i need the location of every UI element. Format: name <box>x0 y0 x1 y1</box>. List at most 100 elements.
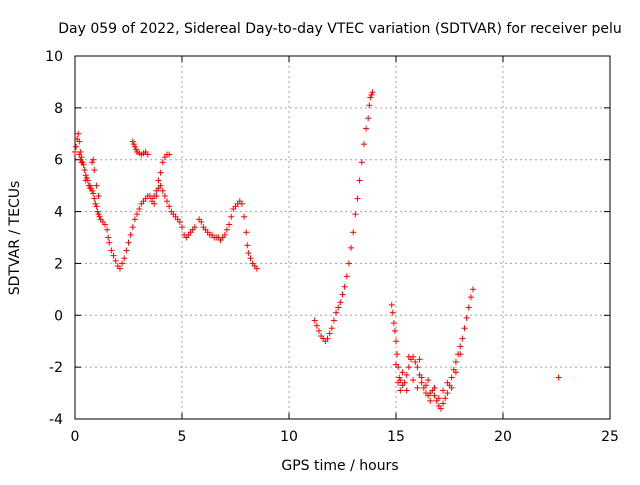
data-point <box>363 125 370 132</box>
data-point <box>82 177 89 184</box>
data-point <box>470 286 477 293</box>
data-point <box>159 187 166 194</box>
data-point <box>343 273 350 280</box>
data-point <box>91 195 98 202</box>
data-point <box>348 244 355 251</box>
data-point <box>93 203 100 210</box>
data-point <box>159 159 166 166</box>
data-point <box>93 182 100 189</box>
data-point <box>356 177 363 184</box>
data-point <box>388 301 395 308</box>
y-tick-label: 8 <box>54 101 63 117</box>
data-point <box>431 392 438 399</box>
data-point <box>313 322 320 329</box>
data-point <box>337 299 344 306</box>
data-point <box>130 141 137 148</box>
data-point <box>104 226 111 233</box>
data-point <box>403 387 410 394</box>
data-point <box>144 151 151 158</box>
data-point <box>418 379 425 386</box>
data-point <box>88 185 95 192</box>
data-point <box>452 369 459 376</box>
data-point <box>132 146 139 153</box>
data-point <box>72 148 78 155</box>
data-point <box>444 379 451 386</box>
data-point <box>221 231 228 238</box>
x-tick-label: 0 <box>71 429 80 445</box>
data-point <box>90 156 97 163</box>
data-point <box>238 200 245 207</box>
tick-layer <box>74 55 611 420</box>
data-point <box>228 213 235 220</box>
data-point <box>166 203 173 210</box>
data-point <box>226 221 233 228</box>
data-point <box>459 335 466 342</box>
y-axis-title: SDTVAR / TECUs <box>7 181 23 296</box>
data-point <box>153 193 160 200</box>
data-point <box>403 371 410 378</box>
data-point <box>77 156 84 163</box>
x-tick-label: 10 <box>280 429 298 445</box>
data-point <box>76 138 83 145</box>
data-point <box>440 400 447 407</box>
data-point <box>393 338 399 345</box>
data-point <box>414 384 421 391</box>
data-point <box>341 283 348 290</box>
data-point <box>311 317 318 324</box>
data-point <box>96 213 103 220</box>
data-point <box>416 356 423 363</box>
data-point <box>448 384 455 391</box>
data-point <box>457 351 464 358</box>
data-point <box>463 314 470 321</box>
data-point <box>440 387 447 394</box>
data-point <box>368 91 375 98</box>
data-point <box>431 384 438 391</box>
data-point <box>315 327 322 334</box>
data-point <box>352 211 359 218</box>
data-point <box>345 260 352 267</box>
data-point <box>333 309 340 316</box>
data-point <box>366 102 373 109</box>
tick-label-layer: 0 5 10 15 20 25 -4 -2 0 2 4 6 8 10 <box>45 49 619 445</box>
data-point <box>81 167 88 174</box>
data-point <box>393 361 399 368</box>
data-point <box>418 374 425 381</box>
data-point <box>360 141 367 148</box>
x-tick-label: 15 <box>387 429 405 445</box>
x-tick-label: 5 <box>178 429 187 445</box>
data-point <box>401 379 408 386</box>
data-point <box>92 200 99 207</box>
data-point <box>412 358 419 365</box>
data-point <box>405 353 412 360</box>
data-point <box>105 234 112 241</box>
data-point <box>136 205 143 212</box>
y-tick-label: 10 <box>45 49 63 65</box>
data-point <box>89 187 96 194</box>
data-point <box>131 143 138 150</box>
plot-frame <box>74 55 611 420</box>
data-point <box>110 252 117 259</box>
data-point <box>179 224 185 231</box>
data-point <box>76 151 83 158</box>
data-point <box>414 364 421 371</box>
data-point <box>390 320 397 327</box>
data-point <box>155 177 162 184</box>
data-point-layer <box>72 89 562 412</box>
data-point <box>75 130 82 137</box>
y-tick-label: 6 <box>54 153 63 169</box>
data-point <box>116 265 123 272</box>
data-point <box>350 229 357 236</box>
data-point <box>427 397 434 404</box>
data-point <box>245 250 252 257</box>
data-point <box>134 211 141 218</box>
data-point <box>119 260 126 267</box>
y-tick-label: 0 <box>54 308 63 324</box>
data-point <box>422 382 429 389</box>
data-point <box>452 358 459 365</box>
y-tick-label: 2 <box>54 256 63 272</box>
data-point <box>435 395 442 402</box>
data-point <box>125 239 132 246</box>
data-point <box>131 216 138 223</box>
